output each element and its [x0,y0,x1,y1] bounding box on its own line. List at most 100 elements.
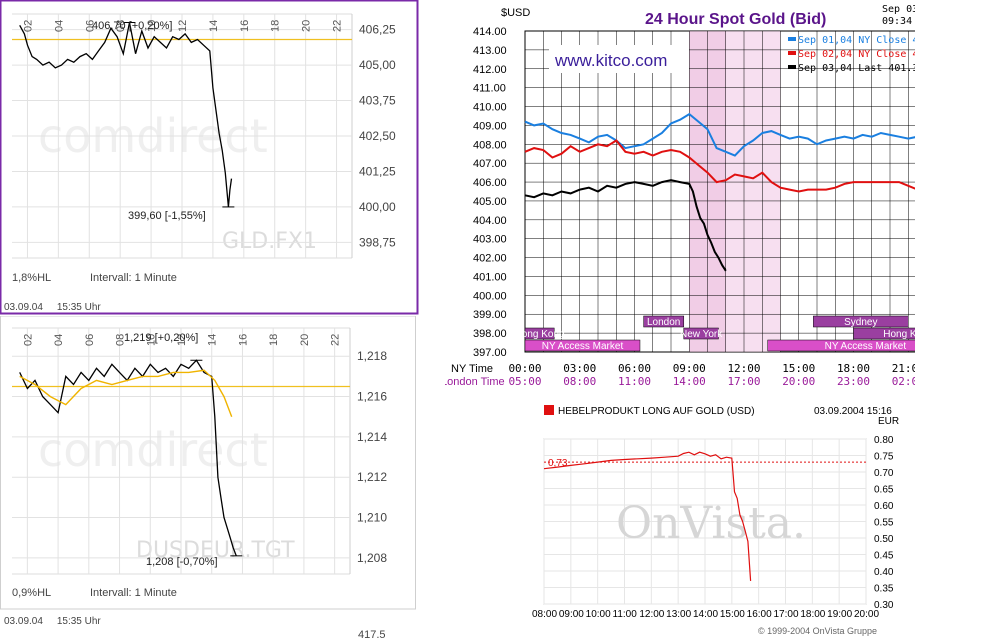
kitco-london-time-tick: 23:00 [837,375,870,388]
kitco-ny-time-tick: 21:00 [892,362,915,375]
kitco-series-sep-03-04 [524,179,727,272]
usd-y-tick-label: 1,216 [357,390,387,404]
kitco-legend-swatch [788,37,796,41]
onvista-legend-swatch [544,405,554,415]
kitco-y-tick-label: 399.00 [473,309,507,321]
kitco-y-tick-label: 408.00 [473,139,507,151]
onvista-x-tick-label: 08:00 [532,609,557,620]
kitco-market-sessions: London Hong Kong New York NY Access Market S… [515,315,915,352]
usd-y-tick-label: 1,208 [357,551,387,565]
kitco-ny-time-tick: 03:00 [563,362,596,375]
kitco-series-sep-01-04 [524,112,915,157]
gld-y-tick-label: 403,75 [359,94,396,108]
kitco-y-tick-label: 405.00 [473,196,507,208]
onvista-y-tick-label: 0.75 [874,452,894,463]
kitco-legend-entry: Sep 03,04 Last 401.30 [798,63,915,74]
onvista-series [543,451,866,581]
kitco-market-label-ny-access-right: NY Access Market [825,341,907,352]
kitco-y-tick-label: 400.00 [473,290,507,302]
onvista-reference-label: 0,73 [548,458,568,469]
gld-footer-range: 1,8%HL [12,272,51,284]
onvista-x-tick-label: 18:00 [800,609,825,620]
onvista-x-tick-label: 19:00 [827,609,852,620]
kitco-unit-label: $USD [501,7,530,19]
onvista-title: HEBELPRODUKT LONG AUF GOLD (USD) [558,406,755,417]
onvista-copyright: © 1999-2004 OnVista Gruppe [758,626,877,636]
usd-y-ticks: 1,218 1,216 1,214 1,212 1,210 1,208 [357,349,387,565]
kitco-y-tick-label: 401.00 [473,271,507,283]
onvista-x-tick-label: 17:00 [774,609,799,620]
usd-y-tick-label: 1,218 [357,349,387,363]
onvista-y-tick-label: 0.45 [874,551,894,562]
kitco-y-tick-label: 402.00 [473,253,507,265]
kitco-y-tick-label: 407.00 [473,158,507,170]
onvista-series-line [543,451,752,581]
onvista-y-tick-label: 0.30 [874,600,894,611]
onvista-y-tick-label: 0.55 [874,518,894,529]
gld-grid [12,13,353,259]
onvista-x-tick-label: 20:00 [854,609,879,620]
usd-timestamp: 03.09.04 15:35 Uhr [4,616,101,627]
gld-low-annotation: 399,60 [-1,55%] [128,210,206,222]
kitco-y-tick-label: 411.00 [473,83,506,95]
usd-x-tick-label: 08 [115,334,127,346]
kitco-london-time-tick: 20:00 [782,375,815,388]
gld-y-tick-label: 405,00 [359,58,396,72]
onvista-x-tick-label: 12:00 [639,609,664,620]
gld-x-tick-label: 10 [146,20,158,32]
usd-x-tick-label: 16 [237,334,249,346]
gld-series-line-price [19,22,233,207]
usd-y-tick-label: 1,214 [357,430,387,444]
onvista-axes: 0.80 0.75 0.70 0.65 0.60 0.55 0.50 0.45 0.40 0.35… [532,435,894,620]
kitco-market-bar-ny-access-left [524,339,641,352]
gld-x-tick-label: 12 [177,20,189,32]
onvista-y-tick-label: 0.60 [874,501,894,512]
onvista-chart: HEBELPRODUKT LONG AUF GOLD (USD) 03.09.2… [532,405,899,636]
gld-chart: comdirect GLD.FX1 02 04 06 08 10 12 14 16 18 20 22… [0,0,419,315]
kitco-market-bar-sydney [813,315,909,328]
kitco-london-time-tick: 02:00 [892,375,915,388]
kitco-legend-swatch [788,51,796,55]
gld-x-tick-label: 22 [332,20,344,32]
kitco-london-time-label: London Time [445,376,505,388]
onvista-y-tick-label: 0.65 [874,485,894,496]
kitco-market-label-ny-access-left: NY Access Market [542,341,624,352]
usd-x-tick-label: 04 [53,334,65,346]
onvista-watermark: OnVista. [616,498,806,549]
kitco-london-time-tick: 08:00 [563,375,596,388]
kitco-ny-time-tick: 12:00 [727,362,760,375]
usd-x-tick-label: 20 [299,334,311,346]
kitco-watermark-box [549,45,689,73]
kitco-y-tick-label: 397.00 [473,347,507,359]
kitco-london-time-tick: 05:00 [508,375,541,388]
onvista-y-tick-label: 0.40 [874,567,894,578]
kitco-market-bar-london [643,315,685,328]
onvista-datetime: 03.09.2004 15:16 [814,406,892,417]
onvista-x-tick-label: 16:00 [747,609,772,620]
onvista-y-tick-label: 0.80 [874,435,894,446]
gld-y-tick-label: 398,75 [359,235,396,249]
kitco-legend-swatch [788,65,796,69]
kitco-legend-entry: Sep 02,04 NY Close 406.50 [798,49,915,60]
onvista-y-tick-label: 0.35 [874,584,894,595]
gld-x-tick-label: 20 [301,20,313,32]
kitco-time: 09:34 [882,16,912,27]
kitco-plot: 414.00 413.00 412.00 411.00 410.00 409.00 408.… [473,26,915,359]
onvista-x-tick-label: 09:00 [559,609,584,620]
kitco-series-sep-02-04 [524,139,915,193]
onvista-x-tick-label: 11:00 [613,609,638,620]
usd-chart: comdirect DUSDEUR.TGT 02 04 06 08 10 12 14 16 18… [0,316,416,638]
kitco-y-tick-label: 412.00 [473,64,507,76]
kitco-title: 24 Hour Spot Gold (Bid) [645,11,826,28]
gld-series [12,22,352,208]
gld-x-tick-label: 04 [53,20,65,32]
kitco-market-label-hong-kong-right: Hong Kong [883,329,915,340]
gld-timestamp: 03.09.04 15:35 Uhr [4,302,101,313]
usd-watermark: comdirect [38,423,268,477]
kitco-legend: Sep 01,04 NY Close 408.30 Sep 02,04 NY Cl… [788,35,915,74]
onvista-x-tick-label: 10:00 [586,609,611,620]
usd-x-tick-label: 12 [176,334,188,346]
gld-footer-interval: Intervall: 1 Minute [90,272,177,284]
kitco-market-label-hong-kong-left: Hong Kong [515,329,565,340]
usd-x-tick-label: 22 [330,334,342,346]
